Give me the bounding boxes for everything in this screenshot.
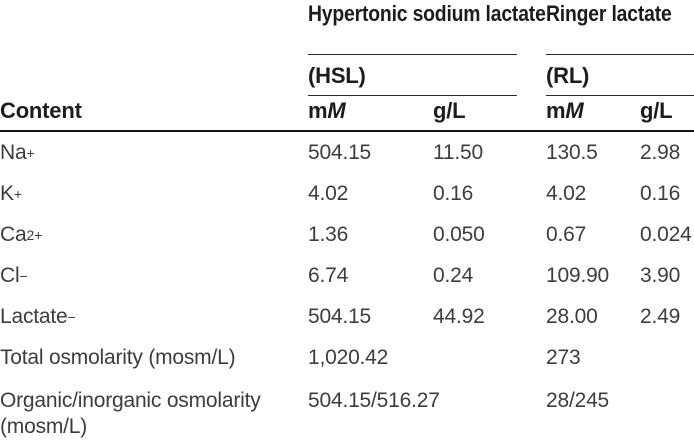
column-group-hsl-title-text: Hypertonic sodium lactate — [308, 1, 546, 26]
column-group-hsl-title: Hypertonic sodium lactate — [308, 0, 546, 55]
ion-symbol: Cl — [0, 263, 20, 287]
cell-lactate-rl-mm: 28.00 — [546, 304, 598, 328]
row-label-organic-inorganic-osmolarity: Organic/inorganic osmolarity (mosm/L) — [0, 389, 261, 438]
content-column-header: Content — [0, 96, 308, 132]
cell-total-osmolarity-rl: 273 — [546, 345, 581, 369]
hsl-gl-column-header: g/L — [433, 96, 546, 132]
cell-k-rl-gl: 0.16 — [640, 181, 681, 205]
unit-mm-symbol: M — [565, 98, 584, 123]
cell-lactate-hsl-gl: 44.92 — [433, 304, 485, 328]
unit-gl-text: g/L — [640, 98, 673, 123]
ion-symbol: Ca — [0, 222, 27, 246]
cell-organic-inorganic-rl: 28/245 — [546, 389, 610, 412]
unit-mm-symbol: M — [327, 98, 346, 123]
hsl-abbr-text: (HSL) — [308, 63, 366, 88]
header-spacer — [0, 0, 308, 55]
cell-k-hsl-mm: 4.02 — [308, 181, 349, 205]
cell-k-rl-mm: 4.02 — [546, 181, 587, 205]
cell-total-osmolarity-hsl: 1,020.42 — [308, 345, 389, 369]
rl-abbr-text: (RL) — [546, 63, 590, 88]
unit-mm-prefix: m — [546, 98, 566, 123]
cell-k-hsl-gl: 0.16 — [433, 181, 474, 205]
row-label-k: K + — [0, 181, 22, 205]
column-group-rl-title: Ringer lactate — [546, 0, 694, 55]
ion-symbol: K — [0, 181, 14, 205]
cell-lactate-hsl-mm: 504.15 — [308, 304, 372, 328]
cell-cl-rl-mm: 109.90 — [546, 263, 610, 287]
column-group-hsl-abbr: (HSL) — [308, 55, 517, 96]
cell-cl-hsl-gl: 0.24 — [433, 263, 474, 287]
cell-na-hsl-mm: 504.15 — [308, 140, 372, 164]
ion-symbol: Na — [0, 140, 27, 164]
row-label-na: Na + — [0, 140, 35, 164]
row-label-cl: Cl − — [0, 263, 28, 287]
cell-organic-inorganic-hsl: 504.15/516.27 — [308, 389, 440, 412]
cell-lactate-rl-gl: 2.49 — [640, 304, 681, 328]
cell-cl-hsl-mm: 6.74 — [308, 263, 349, 287]
unit-mm-prefix: m — [308, 98, 328, 123]
cell-cl-rl-gl: 3.90 — [640, 263, 681, 287]
column-group-rl-abbr: (RL) — [546, 55, 694, 96]
row-label-lactate: Lactate − — [0, 304, 76, 328]
cell-ca-rl-gl: 0.024 — [640, 222, 692, 246]
header-spacer — [0, 55, 308, 96]
rl-gl-column-header: g/L — [640, 96, 694, 132]
cell-na-hsl-gl: 11.50 — [433, 140, 483, 164]
cell-ca-hsl-gl: 0.050 — [433, 222, 485, 246]
column-group-rl-title-text: Ringer lactate — [546, 1, 672, 26]
unit-gl-text: g/L — [433, 98, 466, 123]
cell-na-rl-mm: 130.5 — [546, 140, 598, 164]
content-header-text: Content — [0, 98, 82, 123]
row-label-total-osmolarity: Total osmolarity (mosm/L) — [0, 345, 236, 369]
cell-na-rl-gl: 2.98 — [640, 140, 681, 164]
row-label-ca: Ca 2+ — [0, 222, 43, 246]
cell-ca-rl-mm: 0.67 — [546, 222, 587, 246]
cell-ca-hsl-mm: 1.36 — [308, 222, 349, 246]
ion-symbol: Lactate — [0, 304, 68, 328]
